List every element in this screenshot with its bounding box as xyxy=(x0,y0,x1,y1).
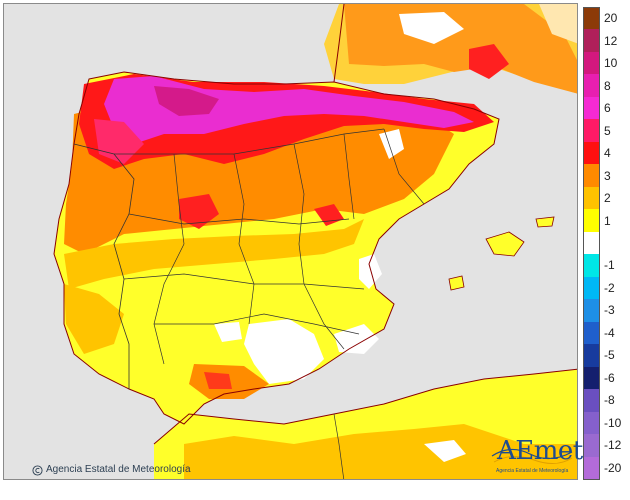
legend-label: -8 xyxy=(604,393,615,408)
legend-label: -20 xyxy=(604,460,622,475)
legend-swatch xyxy=(583,7,600,30)
map-canvas xyxy=(4,4,577,479)
legend-swatch xyxy=(583,74,600,98)
africa-pale xyxy=(424,440,466,462)
france-pale xyxy=(399,12,464,44)
legend-label: 4 xyxy=(604,146,611,161)
legend-label: -6 xyxy=(604,370,615,385)
france-border xyxy=(333,4,345,83)
legend-swatch xyxy=(583,276,600,300)
africa-coast xyxy=(153,368,577,445)
aemet-logo-icon xyxy=(491,448,573,464)
legend-swatch xyxy=(583,29,600,53)
legend-label: 6 xyxy=(604,101,611,116)
logo-wordmark: AEmet xyxy=(497,436,583,466)
france-north-pale xyxy=(539,4,577,44)
legend-label: 3 xyxy=(604,168,611,183)
legend-swatch xyxy=(583,456,600,480)
land-ibiza xyxy=(448,275,465,291)
neutral-patch-murcia xyxy=(334,324,379,354)
logo-subtitle: Agencia Estatal de Meteorología xyxy=(496,468,569,474)
anomaly-band-8 xyxy=(154,86,219,116)
region-borders xyxy=(114,128,425,365)
legend-swatch xyxy=(583,186,600,210)
legend-label: 1 xyxy=(604,213,611,228)
legend-label: -3 xyxy=(604,303,615,318)
legend-swatch xyxy=(583,321,600,345)
legend-label: 5 xyxy=(604,123,611,138)
legend-label: 2 xyxy=(604,191,611,206)
legend-swatch xyxy=(583,299,600,323)
legend-swatch xyxy=(583,344,600,368)
legend-swatch xyxy=(583,231,600,255)
legend-label: 8 xyxy=(604,78,611,93)
france-hot-east xyxy=(469,44,509,79)
legend-label: -2 xyxy=(604,280,615,295)
anomaly-band-4-south xyxy=(204,372,232,389)
portugal-border xyxy=(73,143,135,389)
credit-label: Agencia Estatal de Meteorología xyxy=(46,464,191,475)
color-legend: 20 12 10 8 6 5 4 3 2 1 -1 -2 -3 -4 -5 -6 -8 -10 -12 -20 xyxy=(583,7,627,480)
coastline xyxy=(53,71,500,425)
legend-swatch xyxy=(583,366,600,390)
temperature-anomaly-map xyxy=(3,3,578,480)
copyright-icon xyxy=(32,465,43,476)
legend-label: -10 xyxy=(604,415,622,430)
legend-label: 10 xyxy=(604,56,618,71)
legend-swatch xyxy=(583,389,600,413)
anomaly-band-2 xyxy=(64,219,364,289)
anomaly-band-4b xyxy=(179,194,219,229)
legend-swatch xyxy=(583,119,600,143)
legend-label: 12 xyxy=(604,33,618,48)
legend-label: -1 xyxy=(604,258,615,273)
credit-text: Agencia Estatal de Meteorología xyxy=(30,464,191,475)
legend-swatch xyxy=(583,209,600,233)
morocco-algeria-border xyxy=(333,413,345,479)
legend-swatch xyxy=(583,164,600,188)
anomaly-band-5 xyxy=(94,119,144,164)
africa-warm xyxy=(184,424,577,479)
land-menorca xyxy=(535,216,555,228)
legend-label: -4 xyxy=(604,325,615,340)
neutral-patch-andalusia xyxy=(244,319,324,384)
anomaly-band-2-southwest xyxy=(64,284,124,354)
legend-label: 20 xyxy=(604,11,618,26)
legend-swatch xyxy=(583,96,600,120)
legend-swatch xyxy=(583,254,600,278)
neutral-patch-center xyxy=(214,322,242,342)
legend-swatch xyxy=(583,411,600,435)
legend-swatch xyxy=(583,51,600,75)
legend-label: -12 xyxy=(604,438,622,453)
neutral-patch-valencia xyxy=(359,254,382,289)
legend-swatch xyxy=(583,434,600,458)
neutral-patch-catalonia xyxy=(379,129,404,159)
land-mallorca xyxy=(485,231,525,257)
legend-swatch xyxy=(583,141,600,165)
legend-label: -5 xyxy=(604,348,615,363)
